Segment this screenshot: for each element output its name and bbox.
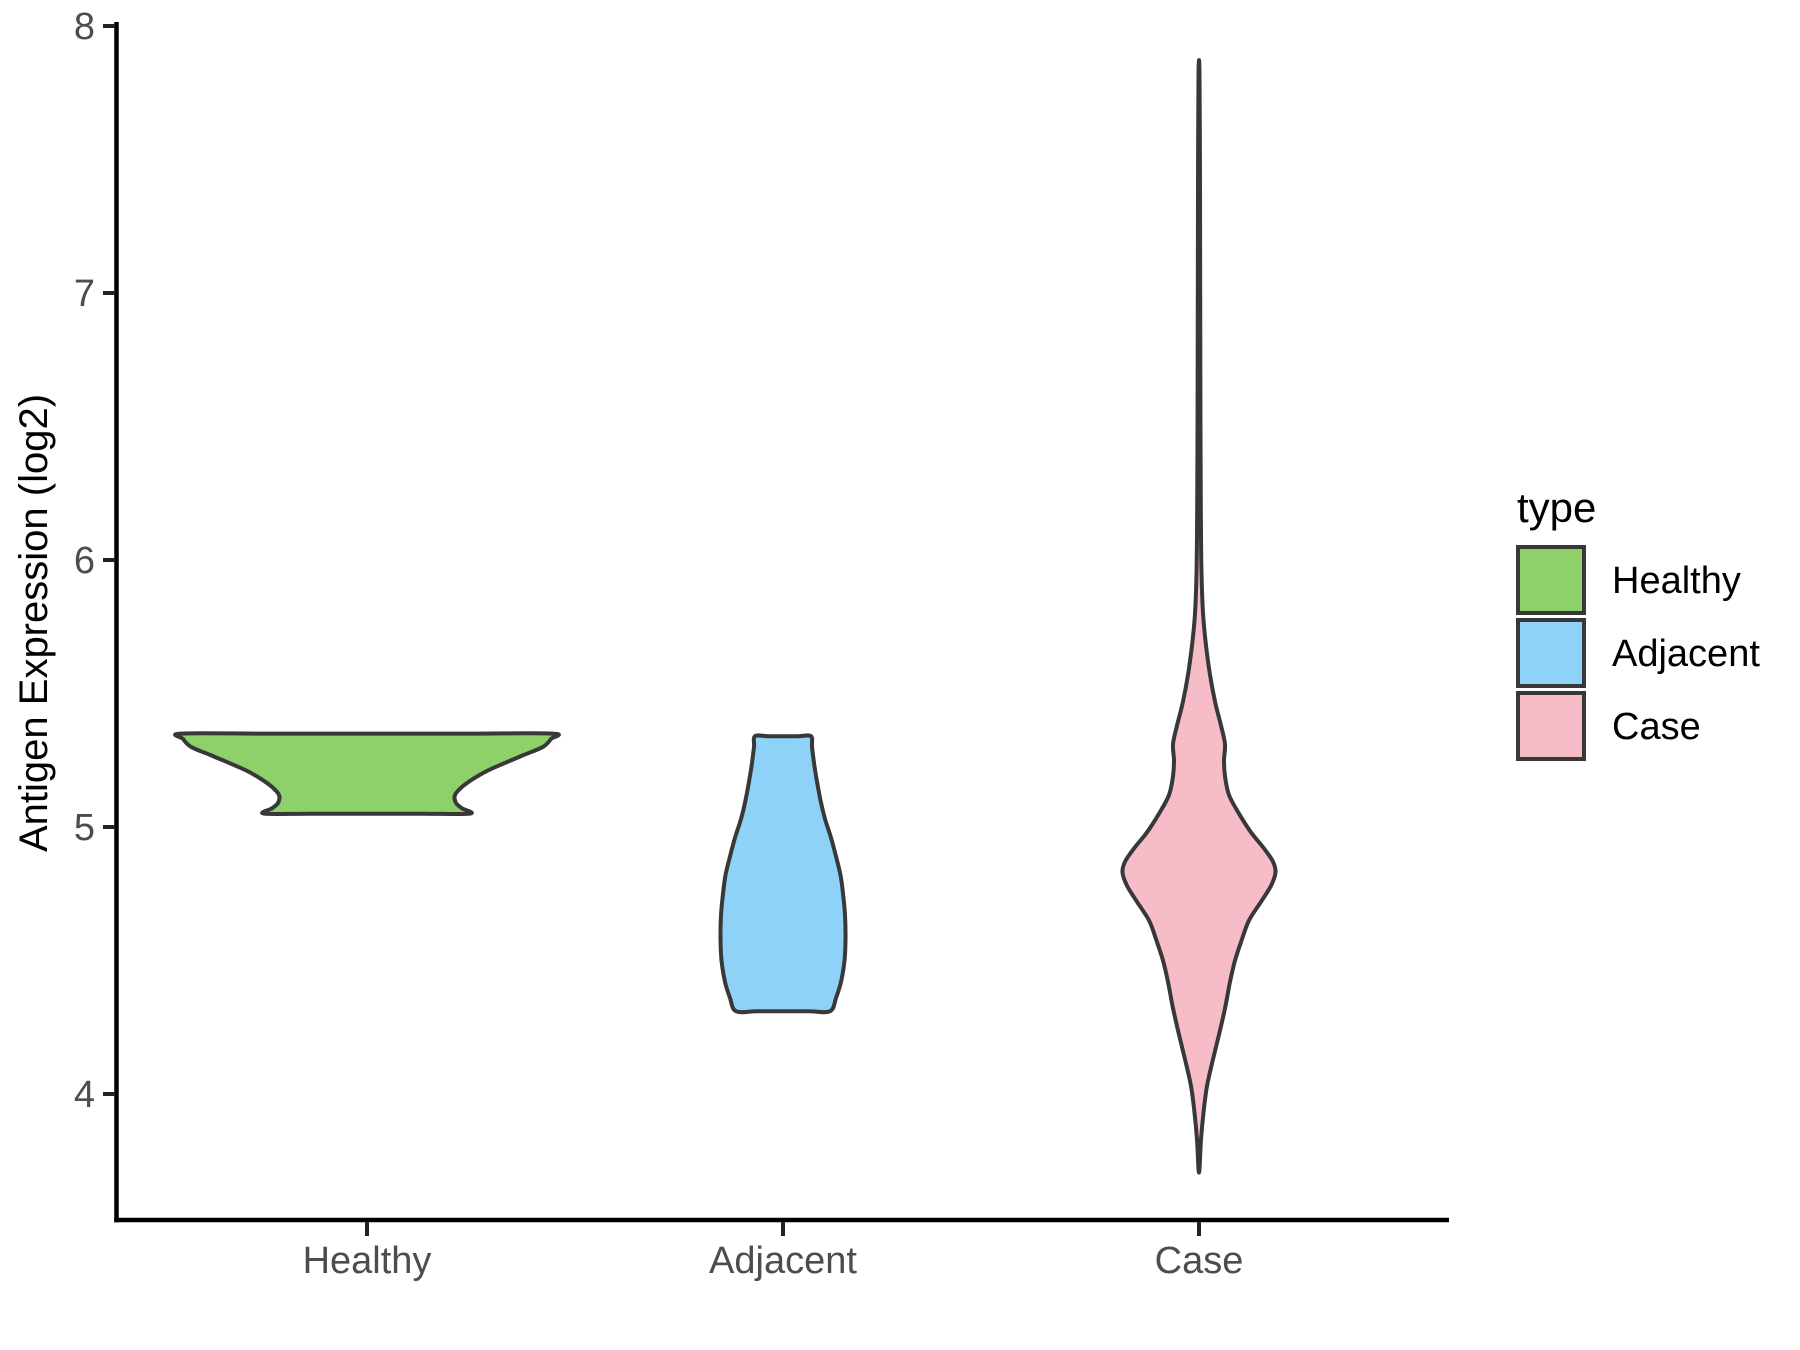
violin-healthy (173, 731, 561, 817)
x-label-adjacent: Adjacent (709, 1240, 857, 1282)
legend-key-case-swatch (1516, 691, 1586, 761)
legend-key-healthy-swatch (1516, 545, 1586, 615)
legend-title: type (1517, 484, 1596, 531)
x-label-case: Case (1155, 1240, 1244, 1282)
y-tick-label-7: 7 (74, 273, 95, 315)
violin-case (1120, 58, 1278, 1175)
violins-layer (173, 58, 1278, 1175)
x-label-healthy: Healthy (303, 1240, 432, 1282)
legend: type Healthy Adjacent Case (1516, 484, 1760, 761)
y-axis-title: Antigen Expression (log2) (12, 394, 56, 852)
legend-label-adjacent: Adjacent (1612, 633, 1760, 675)
legend-label-case: Case (1612, 706, 1701, 748)
y-tick-label-4: 4 (74, 1074, 95, 1116)
legend-label-healthy: Healthy (1612, 560, 1741, 602)
y-tick-label-5: 5 (74, 807, 95, 849)
violin-adjacent (718, 733, 848, 1015)
y-tick-label-8: 8 (74, 6, 95, 48)
legend-key-adjacent-swatch (1516, 618, 1586, 688)
y-tick-label-6: 6 (74, 540, 95, 582)
